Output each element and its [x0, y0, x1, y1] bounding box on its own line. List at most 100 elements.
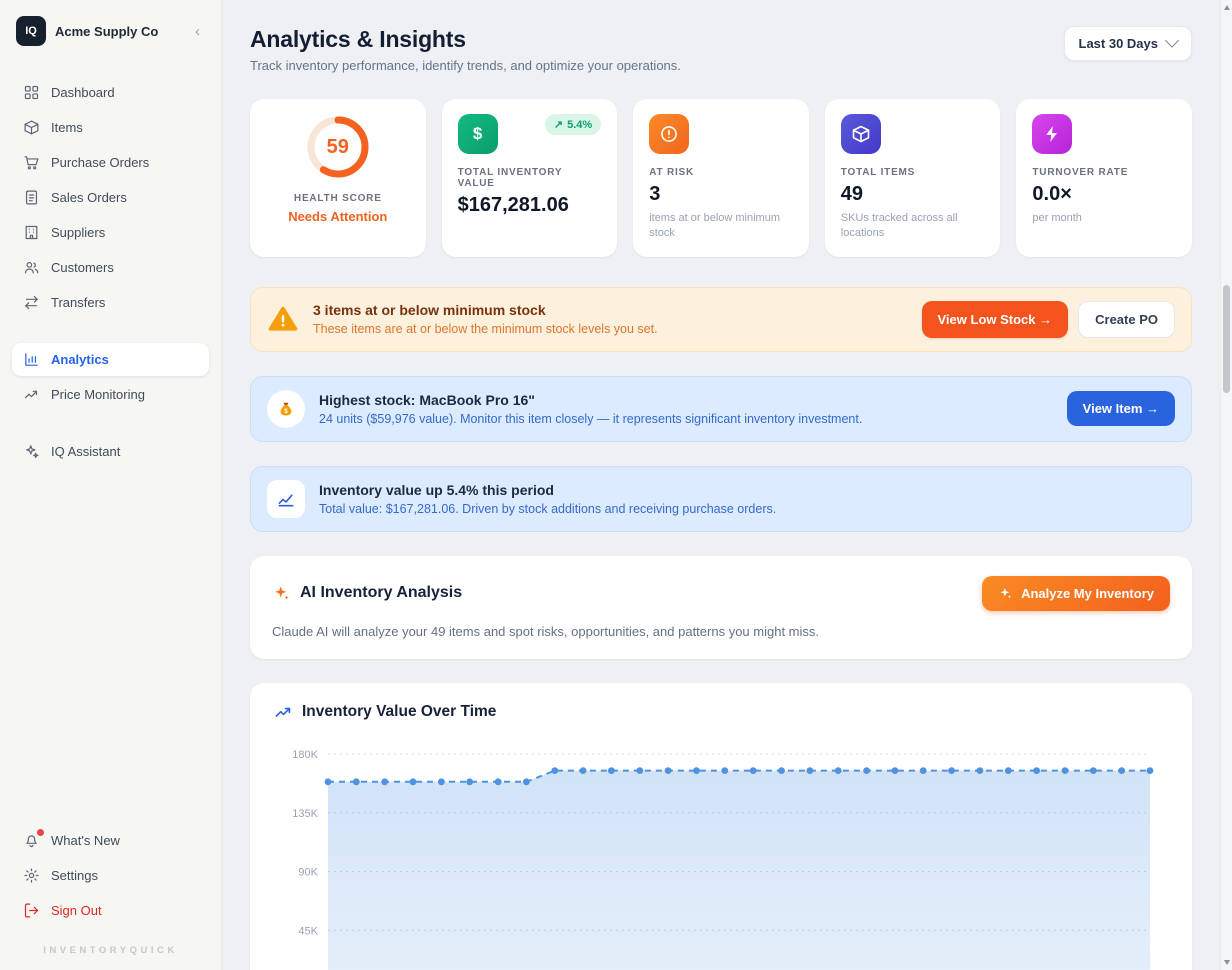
sidebar-item-label: Sign Out	[51, 903, 102, 918]
bar-chart-icon	[23, 351, 40, 368]
logout-icon	[23, 902, 40, 919]
sidebar-item-purchase-orders[interactable]: Purchase Orders	[12, 146, 209, 179]
svg-text:45K: 45K	[298, 925, 318, 937]
banner-description: Total value: $167,281.06. Driven by stoc…	[319, 501, 777, 516]
sidebar-item-settings[interactable]: Settings	[12, 859, 209, 892]
inventory-value-card: $ ↗ 5.4% TOTAL INVENTORY VALUE $167,281.…	[441, 99, 618, 257]
stat-value: 0.0×	[1032, 183, 1072, 205]
ai-card-description: Claude AI will analyze your 49 items and…	[272, 623, 819, 639]
button-sparkle-icon	[1000, 587, 1012, 599]
view-item-button[interactable]: View Item →	[1066, 391, 1175, 427]
money-bag-icon: $	[267, 389, 305, 428]
transfer-arrows-icon	[23, 294, 40, 311]
sidebar-item-label: Purchase Orders	[51, 155, 150, 170]
stat-label: TOTAL INVENTORY VALUE	[457, 167, 563, 189]
stat-label: HEALTH SCORE	[293, 193, 382, 204]
sidebar-collapse-icon[interactable]: ‹	[195, 22, 200, 40]
sidebar-item-sign-out[interactable]: Sign Out	[12, 894, 209, 927]
inventory-value-chart: 180K 135K 90K 45K	[292, 749, 1154, 970]
sidebar-item-whats-new[interactable]: What's New	[12, 824, 209, 857]
period-select-value: Last 30 Days	[1078, 36, 1159, 51]
sidebar-item-customers[interactable]: Customers	[12, 251, 209, 284]
analyze-button-label: Analyze My Inventory	[1021, 585, 1154, 601]
health-score-value: 59	[326, 135, 349, 158]
stat-subtext: per month	[1032, 212, 1082, 224]
health-gauge-progress	[307, 116, 369, 178]
stat-label: AT RISK	[649, 167, 695, 178]
sidebar-item-items[interactable]: Items	[12, 111, 209, 144]
banner-title: Highest stock: MacBook Pro 16"	[319, 391, 535, 408]
inventory-chart-card: Inventory Value Over Time 180K 135K 90K 45K	[250, 682, 1192, 970]
sidebar-footer: What's New Settings Sign Out INVENTORYQU…	[12, 824, 209, 956]
trend-badge: ↗ 5.4%	[544, 114, 602, 135]
sidebar-header: IQ Acme Supply Co ‹	[12, 16, 209, 46]
scrollbar-down-arrow[interactable]	[1224, 960, 1230, 965]
svg-text:180K: 180K	[292, 749, 318, 761]
health-score-gauge: 59	[305, 114, 371, 180]
sidebar-item-label: What's New	[51, 833, 120, 848]
svg-text:90K: 90K	[298, 866, 318, 878]
low-stock-alert-banner: 3 items at or below minimum stock These …	[250, 286, 1192, 352]
highest-stock-banner: $ Highest stock: MacBook Pro 16" 24 unit…	[250, 375, 1192, 442]
sidebar-nav: Dashboard Items Purchase Orders Sales Or…	[12, 76, 209, 468]
svg-text:135K: 135K	[292, 808, 318, 820]
sidebar-item-label: Suppliers	[51, 225, 106, 240]
analyze-inventory-button[interactable]: Analyze My Inventory	[982, 575, 1170, 611]
dashboard-grid-icon	[23, 84, 40, 101]
value-up-banner: Inventory value up 5.4% this period Tota…	[250, 465, 1192, 532]
sidebar-item-transfers[interactable]: Transfers	[12, 286, 209, 319]
mini-chart-icon	[267, 479, 305, 518]
package-icon	[840, 114, 881, 154]
chevron-down-icon	[1164, 33, 1180, 48]
sidebar-item-price-monitoring[interactable]: Price Monitoring	[12, 378, 209, 411]
health-status: Needs Attention	[288, 209, 388, 224]
sidebar-item-analytics[interactable]: Analytics	[12, 343, 209, 376]
box-icon	[23, 119, 40, 136]
period-select[interactable]: Last 30 Days	[1063, 26, 1192, 61]
sidebar-item-dashboard[interactable]: Dashboard	[12, 76, 209, 109]
scrollbar-up-arrow[interactable]	[1224, 5, 1230, 10]
dollar-icon: $	[457, 114, 498, 154]
alert-description: These items are at or below the minimum …	[313, 322, 658, 337]
create-po-button[interactable]: Create PO	[1078, 300, 1175, 338]
view-low-stock-button[interactable]: View Low Stock →	[921, 300, 1069, 338]
stat-subtext: items at or below minimum stock	[649, 212, 781, 240]
page-header: Analytics & Insights Track inventory per…	[250, 26, 1192, 73]
sidebar-item-label: Transfers	[51, 295, 106, 310]
notification-dot	[37, 829, 44, 836]
main-content: Analytics & Insights Track inventory per…	[222, 0, 1232, 970]
health-score-card: 59 HEALTH SCORE Needs Attention	[250, 99, 426, 257]
banner-description: 24 units ($59,976 value). Monitor this i…	[319, 411, 863, 426]
trend-up-icon: ↗	[553, 119, 564, 131]
sidebar-item-label: Price Monitoring	[51, 387, 145, 402]
trend-value: 5.4%	[567, 118, 593, 131]
sidebar-item-label: Settings	[51, 868, 98, 883]
product-wordmark: INVENTORYQUICK	[43, 945, 178, 956]
alert-circle-icon	[649, 114, 690, 154]
sidebar-item-label: Sales Orders	[51, 190, 127, 205]
sidebar-item-iq-assistant[interactable]: IQ Assistant	[12, 435, 209, 468]
at-risk-card: AT RISK 3 items at or below minimum stoc…	[633, 99, 809, 257]
app-logo: IQ	[16, 16, 46, 46]
page-subtitle: Track inventory performance, identify tr…	[250, 58, 681, 73]
sidebar: IQ Acme Supply Co ‹ Dashboard Items Purc…	[0, 0, 222, 970]
document-icon	[23, 189, 40, 206]
gear-icon	[23, 867, 40, 884]
sidebar-item-suppliers[interactable]: Suppliers	[12, 216, 209, 249]
nav-group-divider	[12, 321, 209, 341]
sidebar-item-sales-orders[interactable]: Sales Orders	[12, 181, 209, 214]
trend-up-icon	[275, 707, 291, 717]
chart-title: Inventory Value Over Time	[302, 703, 497, 721]
alert-title: 3 items at or below minimum stock	[313, 302, 546, 319]
window-scrollbar[interactable]	[1220, 0, 1232, 970]
scrollbar-thumb[interactable]	[1223, 285, 1230, 393]
bell-icon	[23, 829, 44, 849]
nav-group-divider	[12, 413, 209, 433]
sidebar-item-label: Analytics	[51, 352, 109, 367]
sidebar-item-label: Dashboard	[51, 85, 115, 100]
trend-line-icon	[23, 386, 40, 403]
stat-label: TOTAL ITEMS	[840, 167, 916, 178]
total-items-card: TOTAL ITEMS 49 SKUs tracked across all l…	[824, 99, 1001, 257]
stat-value: 49	[840, 183, 864, 205]
